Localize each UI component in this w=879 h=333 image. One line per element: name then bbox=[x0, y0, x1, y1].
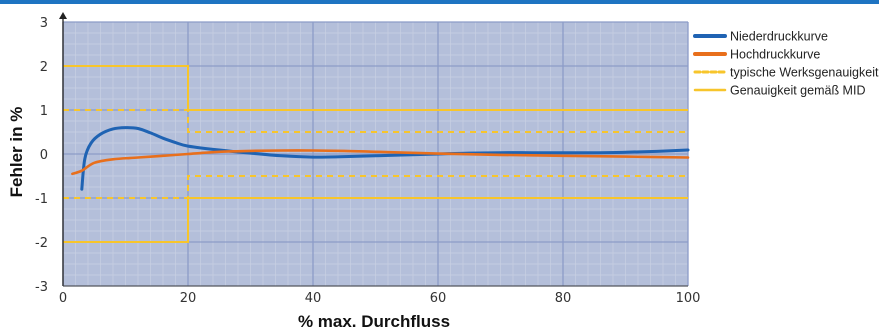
legend-label: typische Werksgenauigkeit bbox=[730, 66, 879, 80]
werks-upper-limit-line bbox=[63, 109, 688, 133]
x-tick-label: 40 bbox=[305, 291, 322, 306]
y-tick-label: 0 bbox=[40, 148, 48, 163]
mid-lower-limit-line bbox=[63, 197, 688, 243]
axes bbox=[59, 12, 688, 287]
hochdruck-curve bbox=[71, 149, 690, 176]
werks-lower-limit-line bbox=[63, 175, 688, 199]
y-tick-label: -2 bbox=[35, 236, 48, 251]
niederdruck-curve bbox=[80, 126, 690, 191]
legend: Niederdruckkurve Hochdruckkurve typische W… bbox=[693, 30, 879, 98]
mid-upper-limit-line bbox=[63, 65, 688, 111]
data-curves bbox=[71, 126, 690, 191]
legend-label: Niederdruckkurve bbox=[730, 30, 828, 44]
y-tick-label: 1 bbox=[40, 104, 48, 119]
x-tick-label: 100 bbox=[676, 291, 701, 306]
y-axis-arrow bbox=[59, 12, 67, 19]
legend-label: Genauigkeit gemäß MID bbox=[730, 84, 865, 98]
header-accent-bar bbox=[0, 0, 879, 4]
tick-labels: 3 2 1 0 -1 -2 -3 0 20 40 60 80 100 bbox=[35, 16, 700, 306]
x-tick-label: 60 bbox=[430, 291, 447, 306]
y-tick-label: 3 bbox=[40, 16, 48, 31]
y-tick-label: -1 bbox=[35, 192, 48, 207]
legend-label: Hochdruckkurve bbox=[730, 48, 820, 62]
x-tick-label: 20 bbox=[180, 291, 197, 306]
y-tick-label: -3 bbox=[35, 280, 48, 295]
y-tick-label: 2 bbox=[40, 60, 48, 75]
accuracy-bands bbox=[63, 65, 688, 243]
x-axis-title: % max. Durchfluss bbox=[298, 312, 450, 331]
x-tick-label: 80 bbox=[555, 291, 572, 306]
x-tick-label: 0 bbox=[59, 291, 67, 306]
y-axis-title: Fehler in % bbox=[7, 107, 26, 198]
